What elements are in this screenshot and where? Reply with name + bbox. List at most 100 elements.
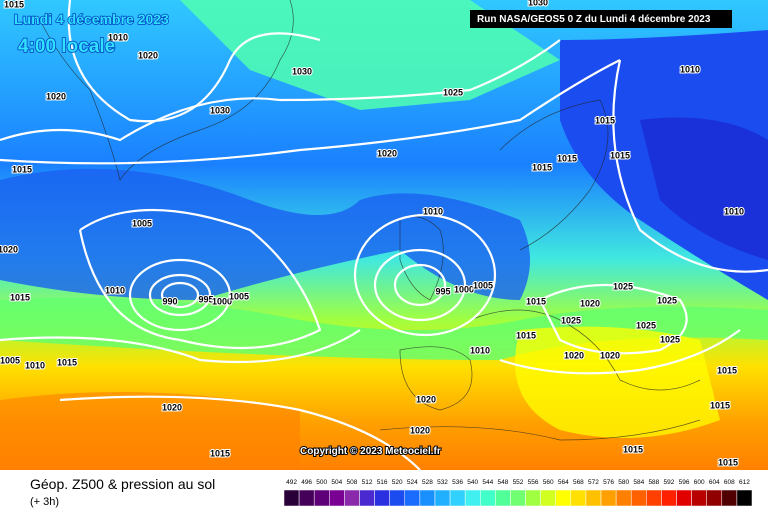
isobar-label: 1020	[377, 148, 397, 158]
copyright: Copyright © 2023 Meteociel.fr	[300, 446, 441, 457]
isobar-label: 1020	[0, 244, 18, 254]
scale-label: 596	[679, 479, 690, 486]
scale-label: 532	[437, 479, 448, 486]
isobar-label: 1015	[717, 365, 737, 375]
scale-label: 492	[286, 479, 297, 486]
isobar-label: 1015	[4, 0, 24, 9]
isobar-label: 1010	[25, 360, 45, 370]
isobar-label: 995	[198, 294, 213, 304]
scale-swatch	[329, 489, 345, 507]
isobar-label: 1015	[623, 444, 643, 454]
isobar-label: 1020	[600, 350, 620, 360]
scale-swatch	[570, 489, 587, 507]
scale-label: 548	[497, 479, 508, 486]
scale-swatch	[510, 489, 526, 507]
scale-label: 604	[709, 479, 720, 486]
isobar-label: 1030	[292, 66, 312, 76]
run-label: Run NASA/GEOS5 0 Z du Lundi 4 décembre 2…	[477, 14, 711, 25]
isobar-label: 1015	[532, 162, 552, 172]
scale-label: 600	[694, 479, 705, 486]
scale-swatch	[646, 489, 662, 507]
scale-swatch	[464, 489, 481, 507]
scale-label: 540	[467, 479, 478, 486]
isobar-label: 1015	[12, 164, 32, 174]
isobar-label: 1020	[138, 50, 158, 60]
isobar-label: 1025	[636, 320, 656, 330]
isobar-label: 1015	[516, 330, 536, 340]
scale-label: 552	[513, 479, 524, 486]
scale-swatch	[344, 489, 360, 507]
scale-label: 528	[422, 479, 433, 486]
isobar-label: 1010	[470, 345, 490, 355]
scale-label: 576	[603, 479, 614, 486]
isobar-label: 1025	[657, 295, 677, 305]
isobar-label: 1025	[561, 315, 581, 325]
scale-swatch	[374, 489, 390, 507]
isobar-label: 1030	[210, 105, 230, 115]
scale-swatch	[283, 489, 300, 507]
scale-swatch	[600, 489, 617, 507]
scale-label: 504	[331, 479, 342, 486]
isobar-label: 1020	[410, 425, 430, 435]
isobar-label: 1010	[105, 285, 125, 295]
scale-swatch	[661, 489, 677, 507]
isobar-label: 1010	[423, 206, 443, 216]
isobar-label: 1010	[724, 206, 744, 216]
coastlines	[39, 0, 701, 441]
isobar-label: 1020	[162, 402, 182, 412]
date: Lundi 4 décembre 2023	[14, 11, 169, 27]
scale-swatch	[313, 489, 330, 507]
isobar-label: 1015	[557, 153, 577, 163]
isobar-label: 1015	[526, 296, 546, 306]
local-time: 4:00 locale	[18, 36, 115, 57]
scale-swatch	[495, 489, 511, 507]
scale-label: 536	[452, 479, 463, 486]
isobar-label: 1020	[416, 394, 436, 404]
isobar-label: 1005	[473, 280, 493, 290]
isobar-labels: 1015 1010 1020 1030 1020 1030 1025 1030 1010 1015…	[0, 0, 745, 468]
scale-label: 588	[648, 479, 659, 486]
isobar-lines	[0, 0, 768, 470]
scale-swatch	[540, 489, 556, 507]
isobar-label: 1015	[718, 457, 738, 467]
scale-label: 556	[528, 479, 539, 486]
isobar-label: 1025	[660, 334, 680, 344]
isobar-label: 1010	[680, 64, 700, 74]
scale-label: 564	[558, 479, 569, 486]
scale-label: 496	[301, 479, 312, 486]
scale-label: 500	[316, 479, 327, 486]
scale-swatch	[434, 489, 451, 507]
scale-label: 560	[543, 479, 554, 486]
scale-swatch	[480, 489, 496, 507]
scale-label: 592	[664, 479, 675, 486]
isobar-label: 995	[435, 286, 450, 296]
scale-swatch	[691, 489, 707, 507]
isobar-label: 1015	[10, 292, 30, 302]
isobar-label: 1025	[613, 281, 633, 291]
scale-swatch	[419, 489, 436, 507]
scale-label: 544	[482, 479, 493, 486]
isobar-label: 1020	[580, 298, 600, 308]
run-box	[470, 10, 732, 28]
scale-swatch	[525, 489, 541, 507]
scale-label: 608	[724, 479, 735, 486]
scale-label: 612	[739, 479, 750, 486]
scale-label: 572	[588, 479, 599, 486]
isobar-label: 1015	[710, 400, 730, 410]
isobar-label: 1015	[210, 448, 230, 458]
scale-swatch	[736, 489, 753, 507]
map-background	[0, 0, 768, 470]
scale-swatch	[676, 489, 692, 507]
scale-swatch	[615, 489, 632, 507]
isobar-label: 990	[162, 296, 177, 306]
isobar-label: 1005	[132, 218, 152, 228]
scale-label: 580	[618, 479, 629, 486]
isobar-label: 1015	[610, 150, 630, 160]
scale-label: 520	[392, 479, 403, 486]
color-scale: 492 496 500 504 508 512 516 520 524 528 532 536 540 5…	[283, 479, 753, 507]
scale-swatch	[721, 489, 738, 507]
scale-swatch	[449, 489, 466, 507]
isobar-label: 1020	[564, 350, 584, 360]
scale-swatch	[706, 489, 723, 507]
isobar-label: 1005	[0, 355, 20, 365]
